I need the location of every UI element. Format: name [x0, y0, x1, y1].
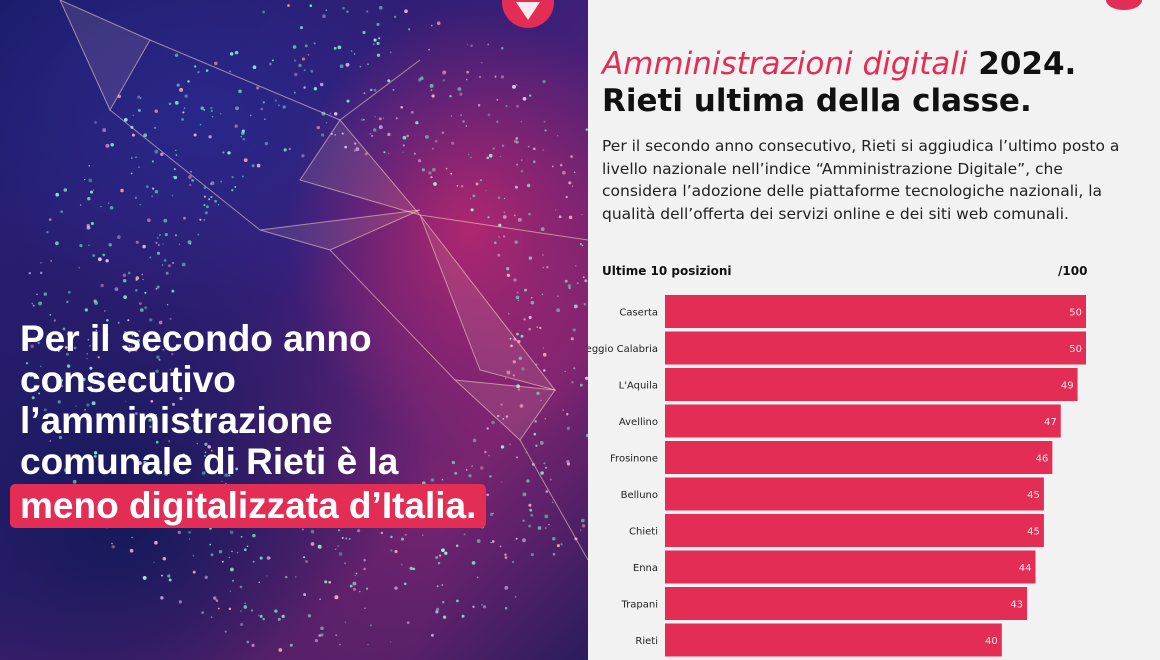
value-label: 49 [1061, 381, 1074, 392]
value-label: 45 [1027, 527, 1040, 538]
bar-avellino [665, 404, 1061, 438]
headline: Per il secondo anno consecutivo l’ammini… [10, 318, 580, 528]
title-line2: Rieti ultima della classe. [602, 83, 1032, 119]
description: Per il secondo anno consecutivo, Rieti s… [602, 137, 1120, 223]
bar-frosinone [665, 441, 1053, 474]
category-label: Rieti [635, 636, 658, 647]
category-label: Reggio Calabria [588, 344, 658, 355]
value-label: 40 [985, 636, 998, 647]
category-label: Trapani [621, 600, 658, 611]
bar-trapani [665, 587, 1028, 620]
category-label: Avellino [619, 417, 658, 428]
headline-line: comunale di Rieti è la [20, 441, 399, 482]
logo-icon [502, 0, 554, 28]
left-panel: Per il secondo anno consecutivo l’ammini… [0, 0, 588, 660]
value-label: 43 [1010, 600, 1023, 611]
value-label: 46 [1036, 454, 1049, 465]
category-label: Belluno [621, 490, 658, 501]
headline-line: l’amministrazione [20, 400, 333, 441]
value-label: 50 [1069, 308, 1082, 319]
bar-l-aquila [665, 368, 1078, 401]
chart-header: Ultime 10 posizioni [602, 264, 732, 278]
value-label: 45 [1027, 490, 1040, 501]
bar-chart: Caserta 50 Reggio Calabria 50 L'Aquila 49 Avel… [588, 295, 1086, 657]
category-label: Chieti [629, 527, 658, 538]
bar-caserta [665, 295, 1086, 328]
title-italic: Amministrazioni digitali [602, 46, 968, 82]
headline-highlight: meno digitalizzata d’Italia. [10, 484, 487, 528]
chart-max-label: /100 [1058, 264, 1088, 278]
right-panel: Amministrazioni digitali 2024. Rieti ult… [588, 0, 1160, 660]
title-year: 2024. [967, 46, 1077, 82]
value-label: 50 [1069, 344, 1082, 355]
bar-belluno [665, 477, 1044, 511]
value-label: 47 [1044, 417, 1057, 428]
category-label: L'Aquila [619, 381, 658, 392]
headline-line: Per il secondo anno [20, 318, 372, 359]
logo-icon [1106, 0, 1142, 10]
bar-rieti [665, 623, 1002, 657]
polygon-lines [59, 0, 588, 561]
bar-chieti [665, 514, 1044, 547]
value-label: 44 [1019, 563, 1032, 574]
bar-enna [665, 550, 1036, 584]
headline-line: consecutivo [20, 359, 236, 400]
category-label: Enna [633, 563, 658, 574]
page-title: Amministrazioni digitali 2024. Rieti ult… [602, 46, 1076, 120]
category-label: Caserta [619, 308, 658, 319]
bar-reggio-calabria [665, 331, 1086, 365]
category-label: Frosinone [610, 454, 658, 465]
